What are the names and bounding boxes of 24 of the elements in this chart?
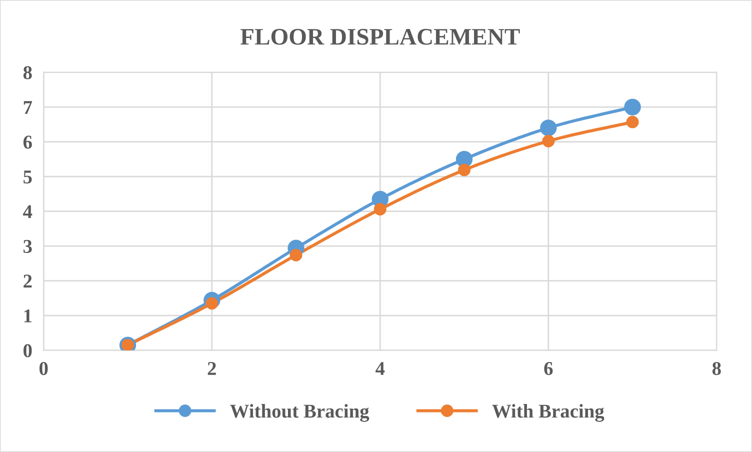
point bbox=[540, 120, 557, 136]
point bbox=[374, 202, 386, 216]
x-tick-label: 0 bbox=[39, 362, 48, 376]
point bbox=[458, 164, 471, 176]
y-tick-label: 5 bbox=[24, 170, 32, 184]
chart-title: FLOOR DISPLACEMENT bbox=[240, 28, 520, 45]
y-tick-label: 0 bbox=[24, 344, 32, 358]
point bbox=[542, 134, 555, 148]
y-tick-label: 2 bbox=[24, 274, 32, 288]
y-tick-label: 6 bbox=[23, 136, 32, 149]
y-tick-label: 4 bbox=[23, 205, 32, 218]
y-tick-label: 1 bbox=[24, 309, 32, 322]
y-tick-label: 3 bbox=[24, 240, 32, 253]
x-tick-label: 6 bbox=[544, 362, 553, 376]
point bbox=[624, 98, 641, 116]
legend-label: With Bracing bbox=[492, 404, 604, 422]
point bbox=[290, 248, 302, 262]
x-tick-label: 2 bbox=[208, 362, 216, 375]
y-tick-label: 8 bbox=[23, 66, 32, 80]
x-tick-label: 8 bbox=[712, 362, 721, 376]
x-tick-label: 4 bbox=[376, 362, 385, 375]
legend-label: Without Bracing bbox=[230, 404, 370, 422]
y-tick-label: 7 bbox=[24, 101, 32, 114]
point bbox=[626, 116, 639, 128]
